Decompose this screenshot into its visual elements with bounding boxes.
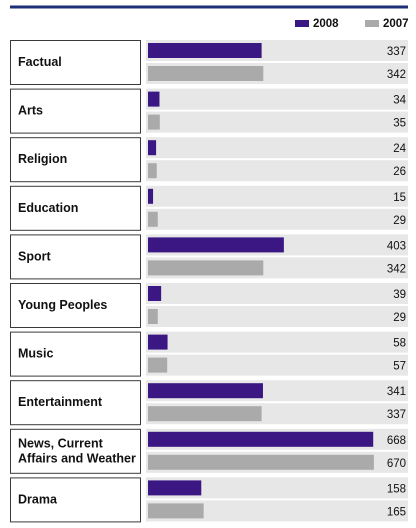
bar-2008 xyxy=(148,480,202,496)
category-label: Young Peoples xyxy=(18,298,107,312)
bar-2007 xyxy=(148,66,264,81)
category-label: Factual xyxy=(18,55,62,69)
bar-2007 xyxy=(148,211,158,227)
bar-2007 xyxy=(148,406,262,422)
row-background xyxy=(146,354,408,376)
value-label-2007: 342 xyxy=(387,263,406,275)
bar-2008 xyxy=(148,91,160,107)
bar-2007 xyxy=(148,260,264,276)
category-label: News, Current xyxy=(18,436,104,450)
bar-2008 xyxy=(148,286,162,301)
row-entertainment: Entertainment 341 337 xyxy=(10,380,408,426)
bar-2008 xyxy=(148,140,157,156)
category-label: Drama xyxy=(18,492,58,506)
value-label-2007: 670 xyxy=(387,458,406,470)
category-box xyxy=(10,137,141,183)
category-label: Religion xyxy=(18,152,67,166)
row-background xyxy=(146,283,408,304)
value-label-2007: 342 xyxy=(387,69,406,81)
row-young-peoples: Young Peoples 39 29 xyxy=(10,283,408,328)
category-label: Education xyxy=(18,201,78,215)
legend-label-2007: 2007 xyxy=(383,18,409,30)
row-background xyxy=(146,160,408,182)
row-background xyxy=(146,477,408,499)
bar-2008 xyxy=(148,43,262,58)
row-education: Education 15 29 xyxy=(10,185,408,231)
value-label-2008: 337 xyxy=(387,46,406,58)
category-box xyxy=(10,88,141,134)
value-label-2007: 26 xyxy=(393,166,406,178)
chart-rows: Factual 337 342 Arts 34 35 Religion 24 26 Educati… xyxy=(10,40,408,523)
category-box xyxy=(10,234,141,280)
value-label-2008: 403 xyxy=(387,240,406,252)
category-box xyxy=(10,477,141,523)
value-label-2007: 29 xyxy=(393,312,406,324)
bar-2008 xyxy=(148,237,284,253)
category-label: Arts xyxy=(18,104,43,118)
category-box xyxy=(10,283,141,328)
category-label: Entertainment xyxy=(18,395,103,409)
value-label-2008: 34 xyxy=(393,95,406,107)
value-label-2008: 58 xyxy=(393,338,406,350)
value-label-2008: 668 xyxy=(387,435,406,447)
category-box xyxy=(10,185,141,231)
row-background xyxy=(146,185,408,207)
category-box xyxy=(10,331,141,377)
row-background xyxy=(146,137,408,159)
value-label-2008: 15 xyxy=(393,192,406,204)
row-background xyxy=(146,111,408,133)
legend-swatch-2008 xyxy=(295,20,309,27)
row-background xyxy=(146,88,408,110)
bar-2007 xyxy=(148,503,204,519)
value-label-2008: 158 xyxy=(387,483,406,495)
legend: 2008 2007 xyxy=(295,18,409,30)
value-label-2008: 341 xyxy=(387,386,406,398)
category-label: Music xyxy=(18,347,53,361)
bar-2007 xyxy=(148,454,374,470)
bar-2007 xyxy=(148,114,160,130)
legend-label-2008: 2008 xyxy=(313,18,339,30)
row-factual: Factual 337 342 xyxy=(10,40,408,85)
value-label-2007: 29 xyxy=(393,215,406,227)
category-label: Affairs and Weather xyxy=(18,451,136,465)
category-box xyxy=(10,40,141,85)
value-label-2008: 39 xyxy=(393,289,406,301)
row-religion: Religion 24 26 xyxy=(10,137,408,183)
row-background xyxy=(146,331,408,353)
bar-2008 xyxy=(148,334,168,350)
value-label-2007: 337 xyxy=(387,409,406,421)
row-drama: Drama 158 165 xyxy=(10,477,408,523)
value-label-2008: 24 xyxy=(393,143,406,155)
bar-2008 xyxy=(148,188,154,204)
bar-2007 xyxy=(148,309,158,324)
bar-2008 xyxy=(148,431,374,447)
value-label-2007: 35 xyxy=(393,118,406,130)
bar-2007 xyxy=(148,357,168,373)
value-label-2007: 57 xyxy=(393,361,406,373)
bar-2008 xyxy=(148,383,263,399)
row-background xyxy=(146,500,408,522)
row-sport: Sport 403 342 xyxy=(10,234,408,280)
row-arts: Arts 34 35 xyxy=(10,88,408,134)
legend-swatch-2007 xyxy=(365,20,379,27)
bar-2007 xyxy=(148,163,157,179)
row-background xyxy=(146,306,408,327)
row-background xyxy=(146,208,408,230)
category-label: Sport xyxy=(18,249,51,263)
row-music: Music 58 57 xyxy=(10,331,408,377)
value-label-2007: 165 xyxy=(387,506,406,518)
category-box xyxy=(10,428,141,474)
category-box xyxy=(10,380,141,426)
